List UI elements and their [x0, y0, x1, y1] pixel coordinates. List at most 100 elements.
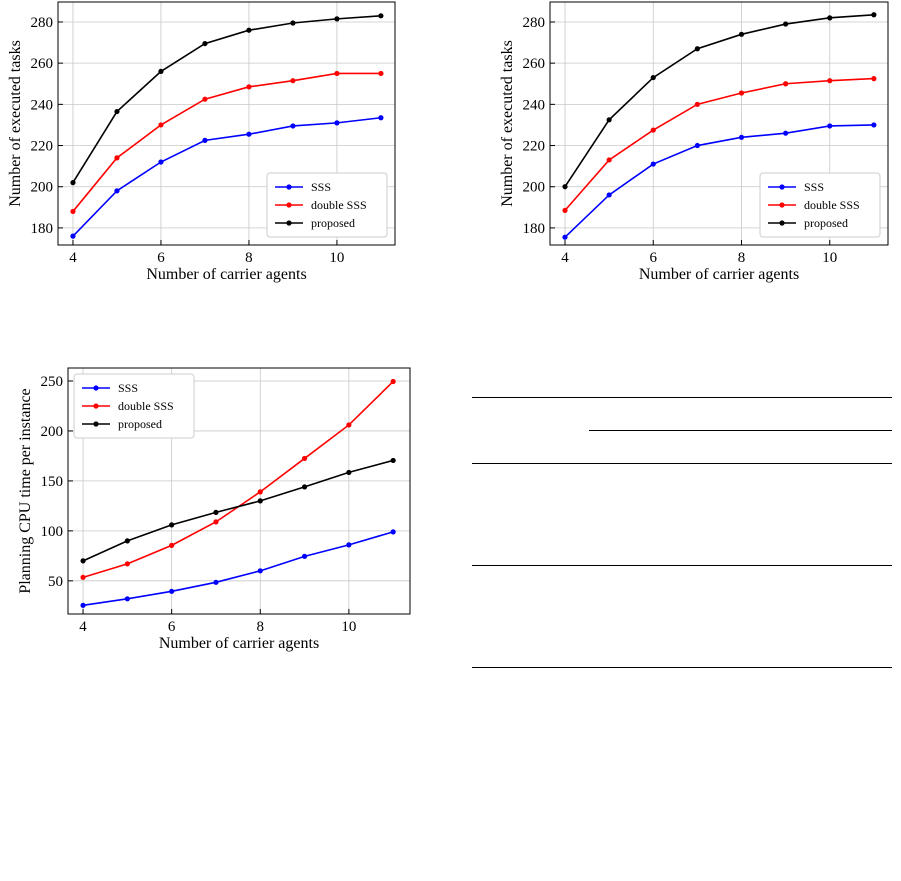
plot-frame [549, 1, 889, 246]
x-axis-label: Number of carrier agents [146, 266, 306, 283]
series-line [72, 14, 381, 184]
data-point [124, 538, 130, 544]
data-point [334, 120, 340, 126]
x-tick-label: 6 [157, 250, 165, 266]
data-point [738, 31, 745, 37]
data-point [562, 207, 568, 214]
data-point [694, 142, 700, 149]
y-tick-label: 280 [523, 15, 546, 31]
legend-label: SSS [804, 180, 824, 194]
table-rule [472, 565, 892, 566]
series-line [564, 77, 874, 211]
data-point [169, 542, 175, 548]
y-tick-label: 260 [31, 56, 54, 72]
y-tick-label: 220 [31, 139, 54, 155]
x-tick-label: 4 [79, 619, 87, 635]
legend-marker [93, 403, 99, 409]
y-tick-label: 240 [31, 97, 54, 113]
data-point [213, 519, 219, 525]
y-tick-label: 250 [41, 374, 64, 390]
data-point [70, 208, 76, 215]
legend-label: double SSS [804, 198, 860, 212]
data-point [783, 81, 789, 87]
y-tick-label: 280 [31, 15, 54, 31]
legend-marker [779, 220, 785, 226]
table-rule [472, 397, 892, 398]
x-tick-label: 4 [69, 250, 77, 266]
data-point [80, 558, 86, 564]
data-point [783, 21, 789, 27]
data-point [738, 90, 745, 96]
data-point [246, 84, 252, 90]
y-tick-label: 50 [48, 574, 63, 590]
y-tick-label: 180 [523, 221, 546, 237]
x-tick-label: 6 [650, 250, 658, 266]
data-point [606, 157, 612, 163]
data-point [246, 27, 252, 33]
x-tick-label: 10 [329, 250, 344, 266]
data-point [562, 234, 568, 240]
data-point [378, 70, 384, 77]
table-rule [472, 667, 892, 668]
data-point [124, 561, 130, 567]
data-point [694, 101, 700, 107]
x-axis-label: Number of carrier agents [639, 266, 799, 283]
data-point [301, 484, 308, 490]
y-tick-label: 100 [41, 524, 64, 540]
x-tick-label: 10 [341, 619, 356, 635]
data-point [346, 542, 352, 548]
x-tick-label: 8 [245, 250, 253, 266]
chart: 180 200 220 240 260 280 4 6 8 10 Number of carrier… [499, 1, 889, 283]
data-point [290, 78, 296, 84]
y-tick-label: 200 [41, 424, 64, 440]
x-axis-label: Number of carrier agents [159, 635, 319, 652]
data-point [80, 602, 86, 608]
data-point [290, 20, 296, 26]
data-point [114, 188, 120, 194]
y-tick-label: 180 [31, 221, 54, 237]
series-line [564, 13, 874, 188]
data-point [871, 12, 877, 18]
data-point [80, 574, 86, 580]
x-tick-label: 10 [822, 250, 837, 266]
data-point [871, 76, 877, 82]
data-point [70, 233, 76, 239]
legend-marker [286, 220, 292, 226]
table-rule [472, 463, 892, 464]
x-tick-label: 8 [738, 250, 746, 266]
plot-frame [67, 367, 411, 615]
legend: SSS double SSS proposed [266, 172, 388, 238]
y-tick-label: 200 [523, 180, 546, 196]
data-point [202, 40, 208, 47]
plot-frame [57, 1, 396, 246]
data-point [202, 137, 208, 143]
y-tick-label: 220 [523, 139, 546, 155]
data-point [827, 78, 833, 84]
legend-frame [73, 373, 195, 439]
legend: SSS double SSS proposed [759, 172, 881, 238]
legend-label: double SSS [118, 399, 174, 413]
y-axis-label: Number of executed tasks [7, 40, 24, 207]
data-point [290, 123, 296, 129]
series-line [82, 531, 394, 607]
legend-label: proposed [118, 417, 162, 431]
data-point [158, 68, 164, 74]
legend-label: SSS [118, 381, 138, 395]
legend-label: double SSS [311, 198, 367, 212]
y-axis-label: Number of executed tasks [499, 40, 516, 207]
data-point [346, 422, 352, 428]
data-point [650, 74, 656, 81]
data-point [390, 529, 396, 535]
data-point [301, 455, 308, 462]
data-point [606, 117, 612, 123]
data-point [390, 378, 396, 385]
data-point [390, 457, 396, 464]
data-point [301, 553, 308, 559]
data-point [257, 489, 263, 495]
data-point [827, 15, 833, 21]
legend-label: SSS [311, 180, 331, 194]
series-line [564, 124, 874, 238]
legend-marker [779, 202, 785, 208]
legend-marker [779, 184, 785, 190]
